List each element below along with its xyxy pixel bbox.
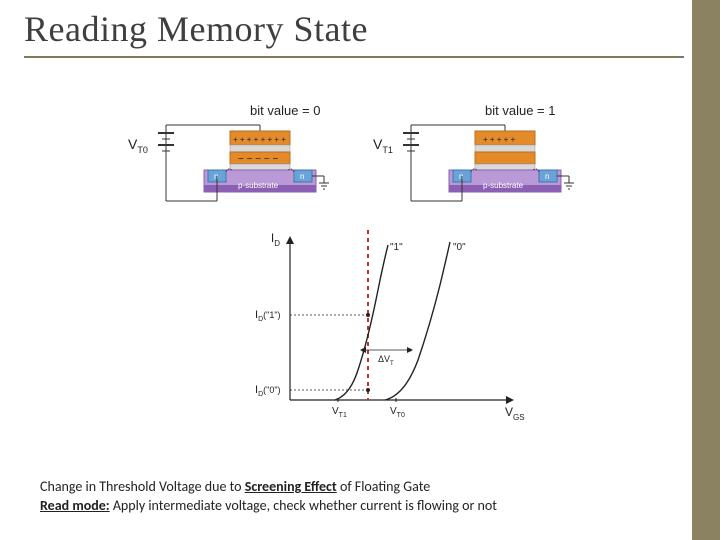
diagram-area: bit value = 0 VT0 + + + + + + + + − − − … xyxy=(120,105,600,435)
right-floating-gate xyxy=(475,152,535,164)
right-device: bit value = 1 VT1 + + + + + - - - - - - … xyxy=(373,105,574,201)
left-vt-label: VT0 xyxy=(128,136,148,155)
diagram-svg: bit value = 0 VT0 + + + + + + + + − − − … xyxy=(120,105,600,435)
svg-text:n: n xyxy=(459,172,463,181)
caption-1b: Screening Effect xyxy=(245,478,337,495)
vt1-tick: VT1 xyxy=(332,406,347,419)
curve1-label: "1" xyxy=(390,242,403,253)
id1-label: ID("1") xyxy=(255,309,281,323)
x-axis-label: VGS xyxy=(505,405,525,422)
curve-1 xyxy=(335,245,388,400)
left-fg-charges: − − − − − xyxy=(238,154,278,165)
caption-1a: Change in Threshold Voltage due to xyxy=(40,478,245,495)
left-title: bit value = 0 xyxy=(250,105,320,118)
slide-title: Reading Memory State xyxy=(24,8,684,50)
svg-text:n: n xyxy=(300,172,304,181)
curve-0 xyxy=(385,242,450,400)
sidebar-accent xyxy=(692,0,720,540)
caption-2b: Apply intermediate voltage, check whethe… xyxy=(110,497,497,514)
right-vt-label: VT1 xyxy=(373,136,393,155)
curve0-label: "0" xyxy=(453,242,466,253)
iv-graph: ID VGS "1" "0" ID("1") ID("0") xyxy=(255,230,525,422)
vt0-tick: VT0 xyxy=(390,406,405,419)
left-top-charges: + + + + + + + + xyxy=(233,135,286,144)
svg-text:n: n xyxy=(545,172,549,181)
left-substrate-label: p-substrate xyxy=(238,181,279,190)
left-oxide-top xyxy=(230,145,290,152)
caption-2a: Read mode: xyxy=(40,497,110,514)
id0-label: ID("0") xyxy=(255,384,281,398)
right-title: bit value = 1 xyxy=(485,105,555,118)
caption-1c: of Floating Gate xyxy=(337,478,430,495)
title-underline xyxy=(24,56,684,58)
svg-text:n: n xyxy=(214,172,218,181)
right-top-charges: + + + + + xyxy=(483,135,516,144)
right-substrate-label: p-substrate xyxy=(483,181,524,190)
left-device: bit value = 0 VT0 + + + + + + + + − − − … xyxy=(128,105,329,201)
y-axis-label: ID xyxy=(271,231,280,248)
title-block: Reading Memory State xyxy=(24,8,684,58)
caption: Change in Threshold Voltage due to Scree… xyxy=(40,478,680,516)
delta-vt-label: ΔVT xyxy=(378,354,394,367)
